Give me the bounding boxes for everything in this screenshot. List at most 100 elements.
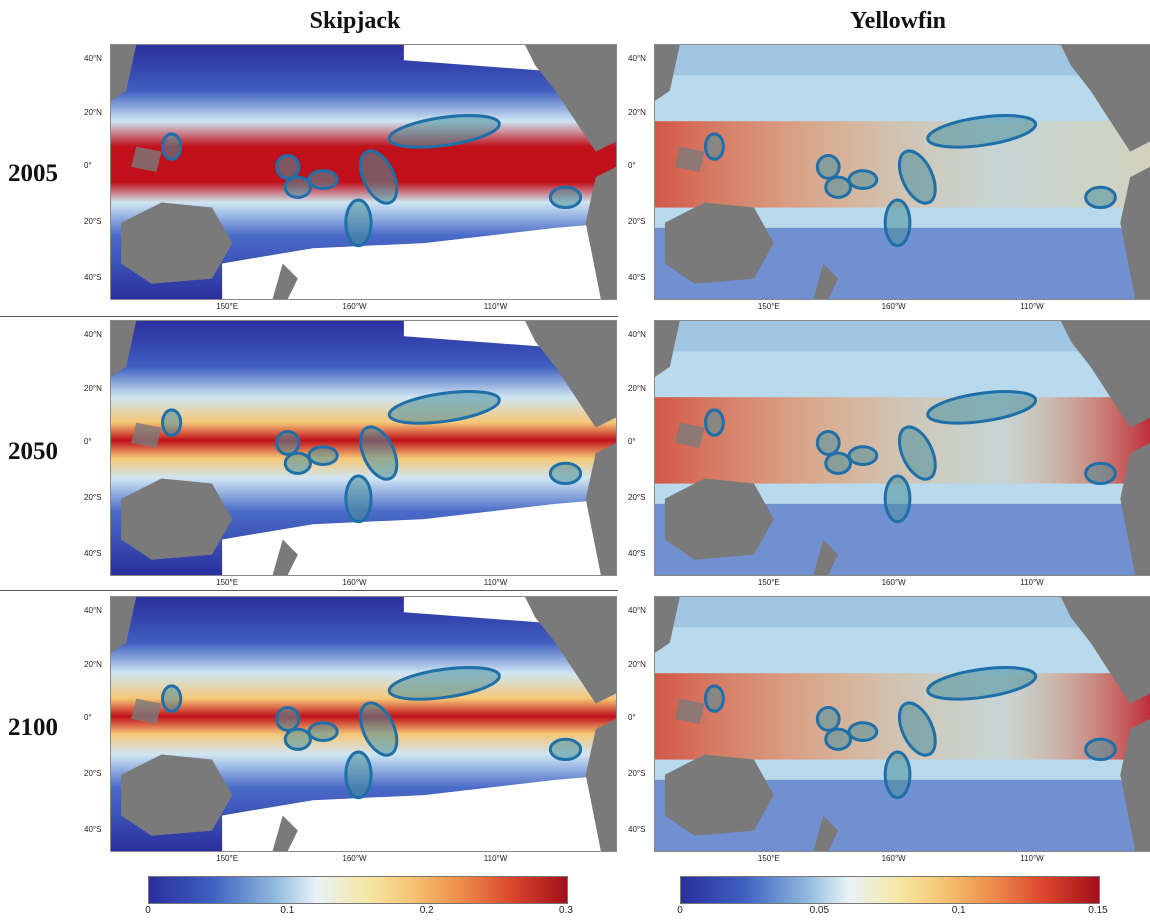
fishing-area-ellipse bbox=[824, 727, 853, 751]
colorbar-tick-label: 0.3 bbox=[559, 905, 573, 916]
fishing-area-ellipse bbox=[275, 705, 301, 732]
latitude-label: 20°N bbox=[628, 107, 646, 117]
fishing-area-ellipse bbox=[824, 175, 853, 199]
fishing-area-ellipse bbox=[897, 425, 937, 481]
fishing-area-ellipse bbox=[283, 727, 312, 751]
latitude-label: 20°S bbox=[628, 492, 646, 502]
latitude-label: 40°N bbox=[84, 330, 102, 340]
fishing-area-ellipse bbox=[1084, 461, 1117, 486]
latitude-label: 40°S bbox=[84, 272, 102, 282]
latitude-label: 40°N bbox=[628, 606, 646, 616]
column-title-yellowfin: Yellowfin bbox=[850, 8, 946, 34]
latitude-label: 20°N bbox=[84, 383, 102, 393]
longitude-label: 160°W bbox=[881, 302, 906, 311]
fishing-area-ellipse bbox=[1084, 737, 1117, 762]
latitude-label: 20°N bbox=[628, 659, 646, 669]
fishing-area-ellipse bbox=[359, 425, 399, 481]
latitude-label: 40°S bbox=[84, 824, 102, 834]
map-panel-yellowfin-2100 bbox=[654, 596, 1150, 852]
fishing-area-ellipse bbox=[815, 153, 841, 180]
fishing-area-ellipse bbox=[307, 721, 339, 743]
latitude-label: 20°N bbox=[84, 659, 102, 669]
fishing-area-ellipse bbox=[344, 474, 373, 524]
fishing-area-ellipse bbox=[161, 684, 183, 713]
latitude-label: 40°S bbox=[628, 824, 646, 834]
longitude-label: 110°W bbox=[483, 854, 508, 863]
fishing-area-ellipse bbox=[926, 666, 1038, 701]
fishing-area-ellipse bbox=[307, 169, 339, 191]
longitude-label: 150°E bbox=[216, 854, 239, 863]
map-panel-skipjack-2100 bbox=[110, 596, 617, 852]
latitude-label: 40°N bbox=[84, 54, 102, 64]
fishing-area-ellipse bbox=[897, 149, 937, 205]
colorbar-tick-label: 0.2 bbox=[419, 905, 434, 916]
fishing-area-ellipse bbox=[703, 408, 725, 437]
fishing-area-ellipse bbox=[847, 445, 879, 467]
row-label-2050: 2050 bbox=[8, 438, 58, 465]
fishing-area-ellipse bbox=[703, 132, 725, 161]
fishing-area-ellipse bbox=[275, 153, 301, 180]
longitude-label: 110°W bbox=[1020, 854, 1044, 863]
longitude-label: 110°W bbox=[483, 302, 508, 311]
longitude-label: 150°E bbox=[216, 578, 239, 587]
latitude-label: 0° bbox=[84, 712, 92, 722]
longitude-label: 150°E bbox=[757, 302, 780, 311]
colorbar-tick-label: 0.1 bbox=[280, 905, 295, 916]
colorbar-tick-label: 0.1 bbox=[951, 905, 966, 916]
fishing-area-ellipse bbox=[1084, 185, 1117, 210]
longitude-label: 160°W bbox=[342, 302, 367, 311]
fishing-area-ellipse bbox=[926, 114, 1038, 149]
fishing-area-ellipse bbox=[307, 445, 339, 467]
latitude-label: 20°S bbox=[84, 216, 102, 226]
latitude-label: 0° bbox=[628, 160, 636, 170]
latitude-label: 40°N bbox=[84, 606, 102, 616]
map-panel-skipjack-2050 bbox=[110, 320, 617, 576]
latitude-label: 20°N bbox=[84, 107, 102, 117]
longitude-label: 110°W bbox=[1020, 302, 1044, 311]
fishing-area-ellipse bbox=[703, 684, 725, 713]
fishing-area-ellipse bbox=[161, 132, 183, 161]
fishing-area-ellipse bbox=[847, 721, 879, 743]
fishing-area-ellipse bbox=[824, 451, 853, 475]
fishing-area-ellipse bbox=[161, 408, 183, 437]
colorbar-skipjack bbox=[148, 876, 568, 904]
latitude-label: 40°N bbox=[628, 330, 646, 340]
latitude-label: 40°N bbox=[628, 54, 646, 64]
latitude-label: 20°S bbox=[628, 768, 646, 778]
fishing-area-ellipse bbox=[548, 185, 583, 210]
latitude-label: 0° bbox=[84, 160, 92, 170]
longitude-label: 160°W bbox=[342, 854, 367, 863]
latitude-label: 0° bbox=[628, 436, 636, 446]
map-panel-yellowfin-2050 bbox=[654, 320, 1150, 576]
colorbar-tick-label: 0.05 bbox=[809, 905, 830, 916]
fishing-area-ellipse bbox=[275, 429, 301, 456]
column-title-skipjack: Skipjack bbox=[309, 8, 401, 34]
colorbar-yellowfin bbox=[680, 876, 1100, 904]
longitude-label: 110°W bbox=[483, 578, 508, 587]
fishing-area-ellipse bbox=[344, 750, 373, 800]
map-panel-skipjack-2005 bbox=[110, 44, 617, 300]
longitude-label: 150°E bbox=[216, 302, 239, 311]
latitude-label: 0° bbox=[84, 436, 92, 446]
longitude-label: 160°W bbox=[881, 854, 906, 863]
row-divider bbox=[0, 590, 618, 591]
row-label-2100: 2100 bbox=[8, 714, 58, 741]
fishing-area-ellipse bbox=[926, 390, 1038, 425]
latitude-label: 40°S bbox=[84, 548, 102, 558]
colorbar-tick-label: 0.15 bbox=[1088, 905, 1108, 916]
longitude-label: 160°W bbox=[881, 578, 906, 587]
fishing-area-ellipse bbox=[283, 451, 312, 475]
row-label-2005: 2005 bbox=[8, 160, 58, 187]
fishing-area-ellipse bbox=[815, 429, 841, 456]
map-panel-yellowfin-2005 bbox=[654, 44, 1150, 300]
colorbar-tick-label: 0 bbox=[677, 905, 683, 916]
fishing-area-ellipse bbox=[344, 198, 373, 248]
longitude-label: 150°E bbox=[757, 854, 780, 863]
colorbar-tick-label: 0 bbox=[145, 905, 151, 916]
fishing-area-ellipse bbox=[883, 474, 912, 524]
latitude-label: 20°N bbox=[628, 383, 646, 393]
row-divider bbox=[0, 316, 618, 317]
fishing-area-ellipse bbox=[897, 701, 937, 757]
latitude-label: 20°S bbox=[84, 768, 102, 778]
longitude-label: 110°W bbox=[1020, 578, 1044, 587]
